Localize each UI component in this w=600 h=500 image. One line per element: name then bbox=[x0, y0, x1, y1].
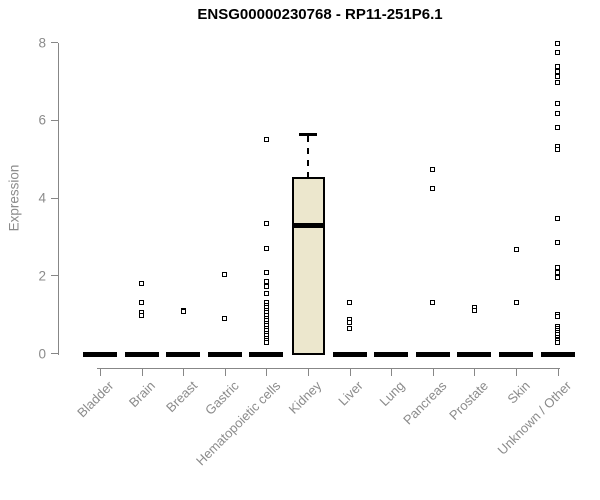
x-tick-mark bbox=[557, 368, 559, 376]
x-tick-mark bbox=[100, 368, 101, 376]
y-tick-label: 8 bbox=[38, 35, 46, 50]
outlier-point bbox=[555, 40, 561, 46]
x-tick-label: Brain bbox=[126, 378, 159, 411]
outlier-point bbox=[555, 111, 561, 117]
outlier-point bbox=[263, 290, 269, 296]
zero-median-bar bbox=[415, 351, 450, 357]
x-tick-mark bbox=[516, 368, 517, 376]
x-tick-label: Gastric bbox=[201, 378, 242, 418]
outlier-point bbox=[555, 269, 561, 275]
x-tick-label: Pancreas bbox=[399, 378, 450, 428]
x-axis-line bbox=[97, 368, 560, 369]
outlier-point bbox=[263, 270, 269, 276]
outlier-point bbox=[555, 124, 561, 130]
x-tick-label: Bladder bbox=[74, 378, 117, 421]
zero-median-bar bbox=[166, 351, 201, 357]
y-tick-label: 2 bbox=[38, 268, 46, 284]
x-tick-label: Kidney bbox=[285, 378, 325, 417]
outlier-point bbox=[263, 340, 269, 346]
x-tick-label: Skin bbox=[504, 378, 533, 407]
outlier-point bbox=[555, 74, 561, 80]
outlier-point bbox=[513, 300, 519, 306]
whisker-line bbox=[307, 136, 309, 177]
outlier-point bbox=[555, 216, 561, 222]
zero-median-bar bbox=[249, 351, 284, 357]
outlier-point bbox=[555, 240, 561, 246]
outlier-point bbox=[513, 246, 519, 252]
y-axis-line bbox=[58, 43, 59, 355]
x-tick-mark bbox=[141, 368, 143, 376]
outlier-point bbox=[263, 220, 269, 226]
x-tick-mark bbox=[308, 368, 309, 376]
outlier-point bbox=[139, 300, 145, 306]
x-tick-label: Breast bbox=[162, 378, 200, 416]
x-tick-mark bbox=[474, 368, 476, 376]
x-tick-label: Lung bbox=[376, 378, 408, 410]
zero-median-bar bbox=[457, 351, 492, 357]
outlier-point bbox=[555, 101, 561, 107]
outlier-point bbox=[430, 166, 436, 172]
x-tick-label: Liver bbox=[335, 378, 367, 409]
median-line bbox=[291, 222, 325, 228]
outlier-point bbox=[347, 320, 353, 326]
outlier-point bbox=[555, 80, 561, 86]
zero-median-bar bbox=[332, 351, 367, 357]
zero-median-bar bbox=[207, 351, 242, 357]
chart-title: ENSG00000230768 - RP11-251P6.1 bbox=[197, 6, 443, 23]
outlier-point bbox=[555, 69, 561, 75]
x-tick-mark bbox=[224, 368, 226, 376]
whisker-cap bbox=[299, 133, 317, 137]
outlier-point bbox=[180, 308, 186, 314]
y-tick-label: 4 bbox=[38, 190, 46, 206]
y-tick-mark bbox=[51, 119, 58, 121]
outlier-point bbox=[222, 272, 228, 278]
outlier-point bbox=[347, 299, 353, 305]
outlier-point bbox=[555, 313, 561, 319]
x-tick-mark bbox=[391, 368, 393, 376]
y-tick-mark bbox=[51, 42, 58, 43]
x-tick-mark bbox=[432, 368, 434, 376]
outlier-point bbox=[555, 274, 561, 280]
y-tick-mark bbox=[51, 275, 58, 277]
outlier-point bbox=[471, 307, 477, 313]
y-tick-label: 6 bbox=[38, 112, 46, 128]
x-tick-label: Prostate bbox=[446, 378, 492, 423]
outlier-point bbox=[263, 137, 269, 143]
outlier-point bbox=[555, 146, 561, 152]
zero-median-bar bbox=[124, 351, 159, 357]
outlier-point bbox=[430, 299, 436, 305]
y-tick-mark bbox=[51, 353, 58, 354]
x-tick-mark bbox=[349, 368, 351, 376]
outlier-point bbox=[139, 280, 145, 286]
x-tick-mark bbox=[183, 368, 185, 376]
outlier-point bbox=[222, 315, 228, 321]
outlier-point bbox=[347, 325, 353, 331]
outlier-point bbox=[139, 312, 145, 318]
outlier-point bbox=[555, 340, 561, 346]
zero-median-bar bbox=[540, 351, 575, 357]
x-tick-label: Unknown / Other bbox=[494, 378, 575, 458]
outlier-point bbox=[555, 50, 561, 56]
zero-median-bar bbox=[374, 351, 409, 357]
outlier-point bbox=[263, 284, 269, 290]
y-tick-mark bbox=[51, 197, 58, 199]
outlier-point bbox=[263, 279, 269, 285]
outlier-point bbox=[555, 64, 561, 70]
zero-median-bar bbox=[83, 351, 117, 357]
y-tick-label: 0 bbox=[38, 346, 46, 361]
x-tick-mark bbox=[266, 368, 268, 376]
box bbox=[291, 176, 325, 355]
outlier-point bbox=[263, 245, 269, 251]
outlier-point bbox=[430, 185, 436, 191]
zero-median-bar bbox=[499, 351, 533, 357]
